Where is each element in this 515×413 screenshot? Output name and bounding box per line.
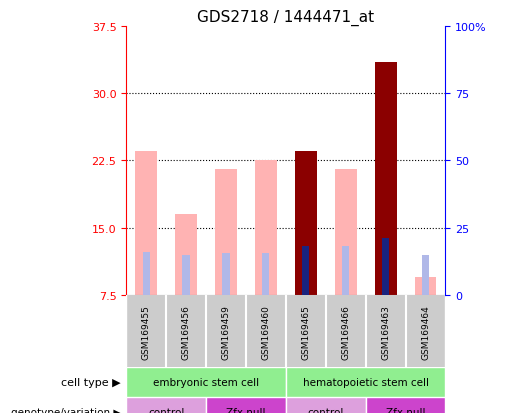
Bar <box>302 247 310 295</box>
Bar <box>374 63 397 295</box>
Text: GSM169466: GSM169466 <box>341 304 350 359</box>
Bar <box>126 368 286 397</box>
Text: control: control <box>148 407 184 413</box>
Text: GSM169456: GSM169456 <box>182 304 191 359</box>
Text: control: control <box>307 407 344 413</box>
Text: GSM169463: GSM169463 <box>381 304 390 359</box>
Bar <box>382 239 389 295</box>
Text: embryonic stem cell: embryonic stem cell <box>153 377 259 387</box>
Bar <box>175 215 197 295</box>
Bar <box>262 254 269 295</box>
Bar <box>286 368 445 397</box>
Text: genotype/variation ▶: genotype/variation ▶ <box>11 407 121 413</box>
Bar <box>366 397 445 413</box>
Text: GSM169464: GSM169464 <box>421 304 430 359</box>
Bar <box>126 397 206 413</box>
Bar <box>415 278 437 295</box>
Bar <box>286 397 366 413</box>
Text: GSM169465: GSM169465 <box>301 304 310 359</box>
Text: Zfx null: Zfx null <box>386 407 425 413</box>
Text: GSM169460: GSM169460 <box>262 304 270 359</box>
Bar <box>335 170 357 295</box>
Bar <box>295 152 317 295</box>
Bar <box>342 247 349 295</box>
Bar <box>222 254 230 295</box>
Bar <box>422 255 429 295</box>
Text: cell type ▶: cell type ▶ <box>61 377 121 387</box>
Bar <box>215 170 237 295</box>
Bar <box>143 253 150 295</box>
Text: GSM169455: GSM169455 <box>142 304 150 359</box>
Title: GDS2718 / 1444471_at: GDS2718 / 1444471_at <box>197 9 374 26</box>
Text: hematopoietic stem cell: hematopoietic stem cell <box>303 377 428 387</box>
Bar <box>255 161 277 295</box>
Bar <box>135 152 157 295</box>
Bar <box>206 397 286 413</box>
Bar <box>182 256 190 295</box>
Text: Zfx null: Zfx null <box>226 407 266 413</box>
Text: GSM169459: GSM169459 <box>221 304 230 359</box>
